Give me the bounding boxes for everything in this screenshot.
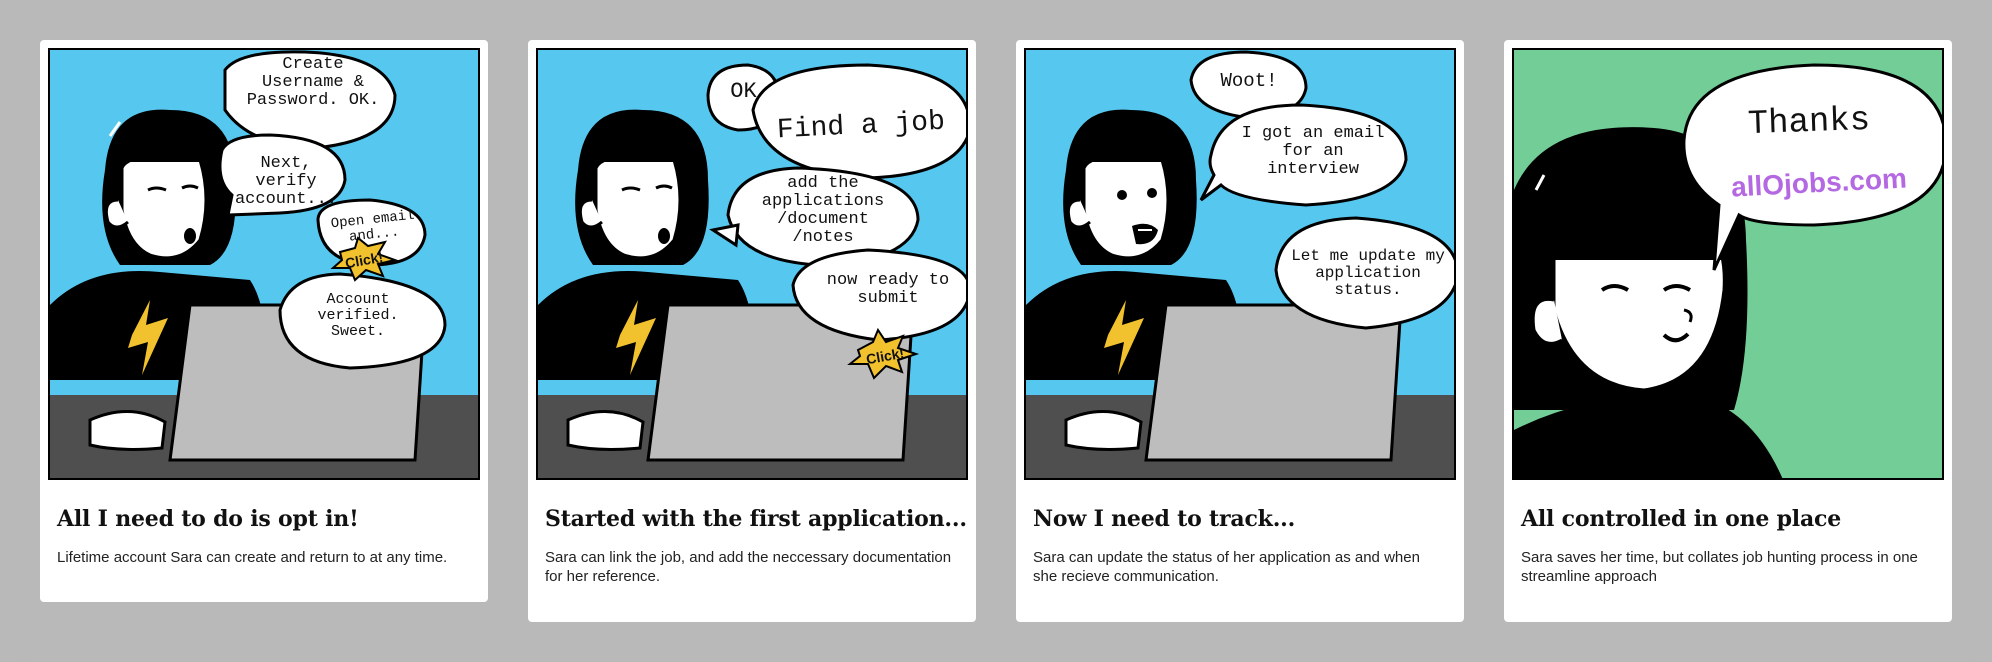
speech-bubble-text: Woot! xyxy=(1220,70,1278,92)
card-description: Sara can link the job, and add the necce… xyxy=(545,549,952,585)
speech-bubble-text: add the applications /document /notes xyxy=(761,174,885,247)
story-card-3: Woot! I got an email for an interview Le… xyxy=(1016,40,1464,622)
speech-bubble-text: Account verified. Sweet. xyxy=(317,291,399,340)
speech-bubble-text: I got an email for an interview xyxy=(1241,124,1385,179)
card-title: All I need to do is opt in! xyxy=(57,506,359,532)
sara-at-laptop-illustration xyxy=(1026,50,1454,478)
speech-bubble-text: OK xyxy=(730,79,757,104)
card-title: Now I need to track... xyxy=(1033,506,1296,532)
speech-bubble-text: Next, verify account... xyxy=(234,154,338,209)
story-card-1: Create Username & Password. OK. Next, ve… xyxy=(40,40,488,602)
card-description: Sara can update the status of her applic… xyxy=(1033,549,1420,585)
story-card-4: Thanks allOjobs.com All controlled in on… xyxy=(1504,40,1952,622)
comic-panel-2: OK Find a job add the applications /docu… xyxy=(536,48,968,480)
story-card-2: OK Find a job add the applications /docu… xyxy=(528,40,976,622)
comic-panel-4: Thanks allOjobs.com xyxy=(1512,48,1944,480)
sara-at-laptop-illustration xyxy=(538,63,966,478)
speech-bubble-text: now ready to submit xyxy=(826,271,950,308)
comic-panel-3: Woot! I got an email for an interview Le… xyxy=(1024,48,1456,480)
speech-bubble-text: Create Username & Password. OK. xyxy=(246,55,380,110)
card-description: Lifetime account Sara can create and ret… xyxy=(57,549,448,566)
speech-bubble-text: Let me update my application status. xyxy=(1291,247,1445,299)
comic-panel-1: Create Username & Password. OK. Next, ve… xyxy=(48,48,480,480)
sara-closeup-illustration xyxy=(1514,63,1942,478)
card-description: Sara saves her time, but collates job hu… xyxy=(1521,549,1918,585)
card-title: All controlled in one place xyxy=(1521,506,1842,532)
sara-at-laptop-illustration xyxy=(50,50,478,478)
speech-bubble-text: Thanks xyxy=(1747,101,1871,145)
card-title: Started with the first application... xyxy=(545,506,967,532)
